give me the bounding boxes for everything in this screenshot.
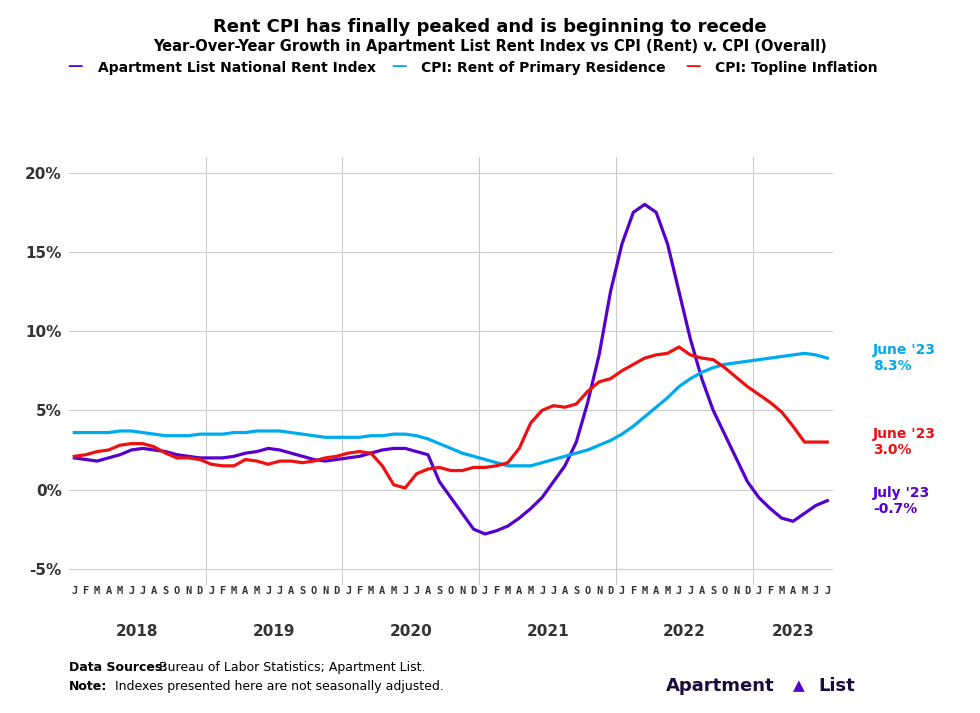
Text: Data Sources:: Data Sources: — [69, 661, 167, 674]
Text: June '23
3.0%: June '23 3.0% — [873, 427, 936, 457]
Text: 2021: 2021 — [526, 624, 569, 639]
Text: July '23
-0.7%: July '23 -0.7% — [873, 486, 930, 515]
Text: ─: ─ — [392, 58, 406, 78]
Text: 2019: 2019 — [253, 624, 295, 639]
Text: Indexes presented here are not seasonally adjusted.: Indexes presented here are not seasonall… — [111, 680, 444, 693]
Text: Note:: Note: — [69, 680, 107, 693]
Text: Apartment List National Rent Index: Apartment List National Rent Index — [98, 61, 376, 75]
Text: CPI: Topline Inflation: CPI: Topline Inflation — [715, 61, 878, 75]
Text: Rent CPI has finally peaked and is beginning to recede: Rent CPI has finally peaked and is begin… — [214, 18, 766, 36]
Text: 2018: 2018 — [116, 624, 159, 639]
Text: June '23
8.3%: June '23 8.3% — [873, 343, 936, 373]
Text: CPI: Rent of Primary Residence: CPI: Rent of Primary Residence — [421, 61, 666, 75]
Text: ─: ─ — [69, 58, 82, 78]
Text: List: List — [818, 677, 855, 695]
Text: 2023: 2023 — [771, 624, 814, 639]
Text: 2020: 2020 — [389, 624, 432, 639]
Text: ─: ─ — [686, 58, 700, 78]
Text: Year-Over-Year Growth in Apartment List Rent Index vs CPI (Rent) v. CPI (Overall: Year-Over-Year Growth in Apartment List … — [153, 39, 827, 54]
Text: 2022: 2022 — [663, 624, 707, 639]
Text: Bureau of Labor Statistics; Apartment List.: Bureau of Labor Statistics; Apartment Li… — [155, 661, 425, 674]
Text: ▲: ▲ — [793, 678, 805, 694]
Text: Apartment: Apartment — [666, 677, 775, 695]
